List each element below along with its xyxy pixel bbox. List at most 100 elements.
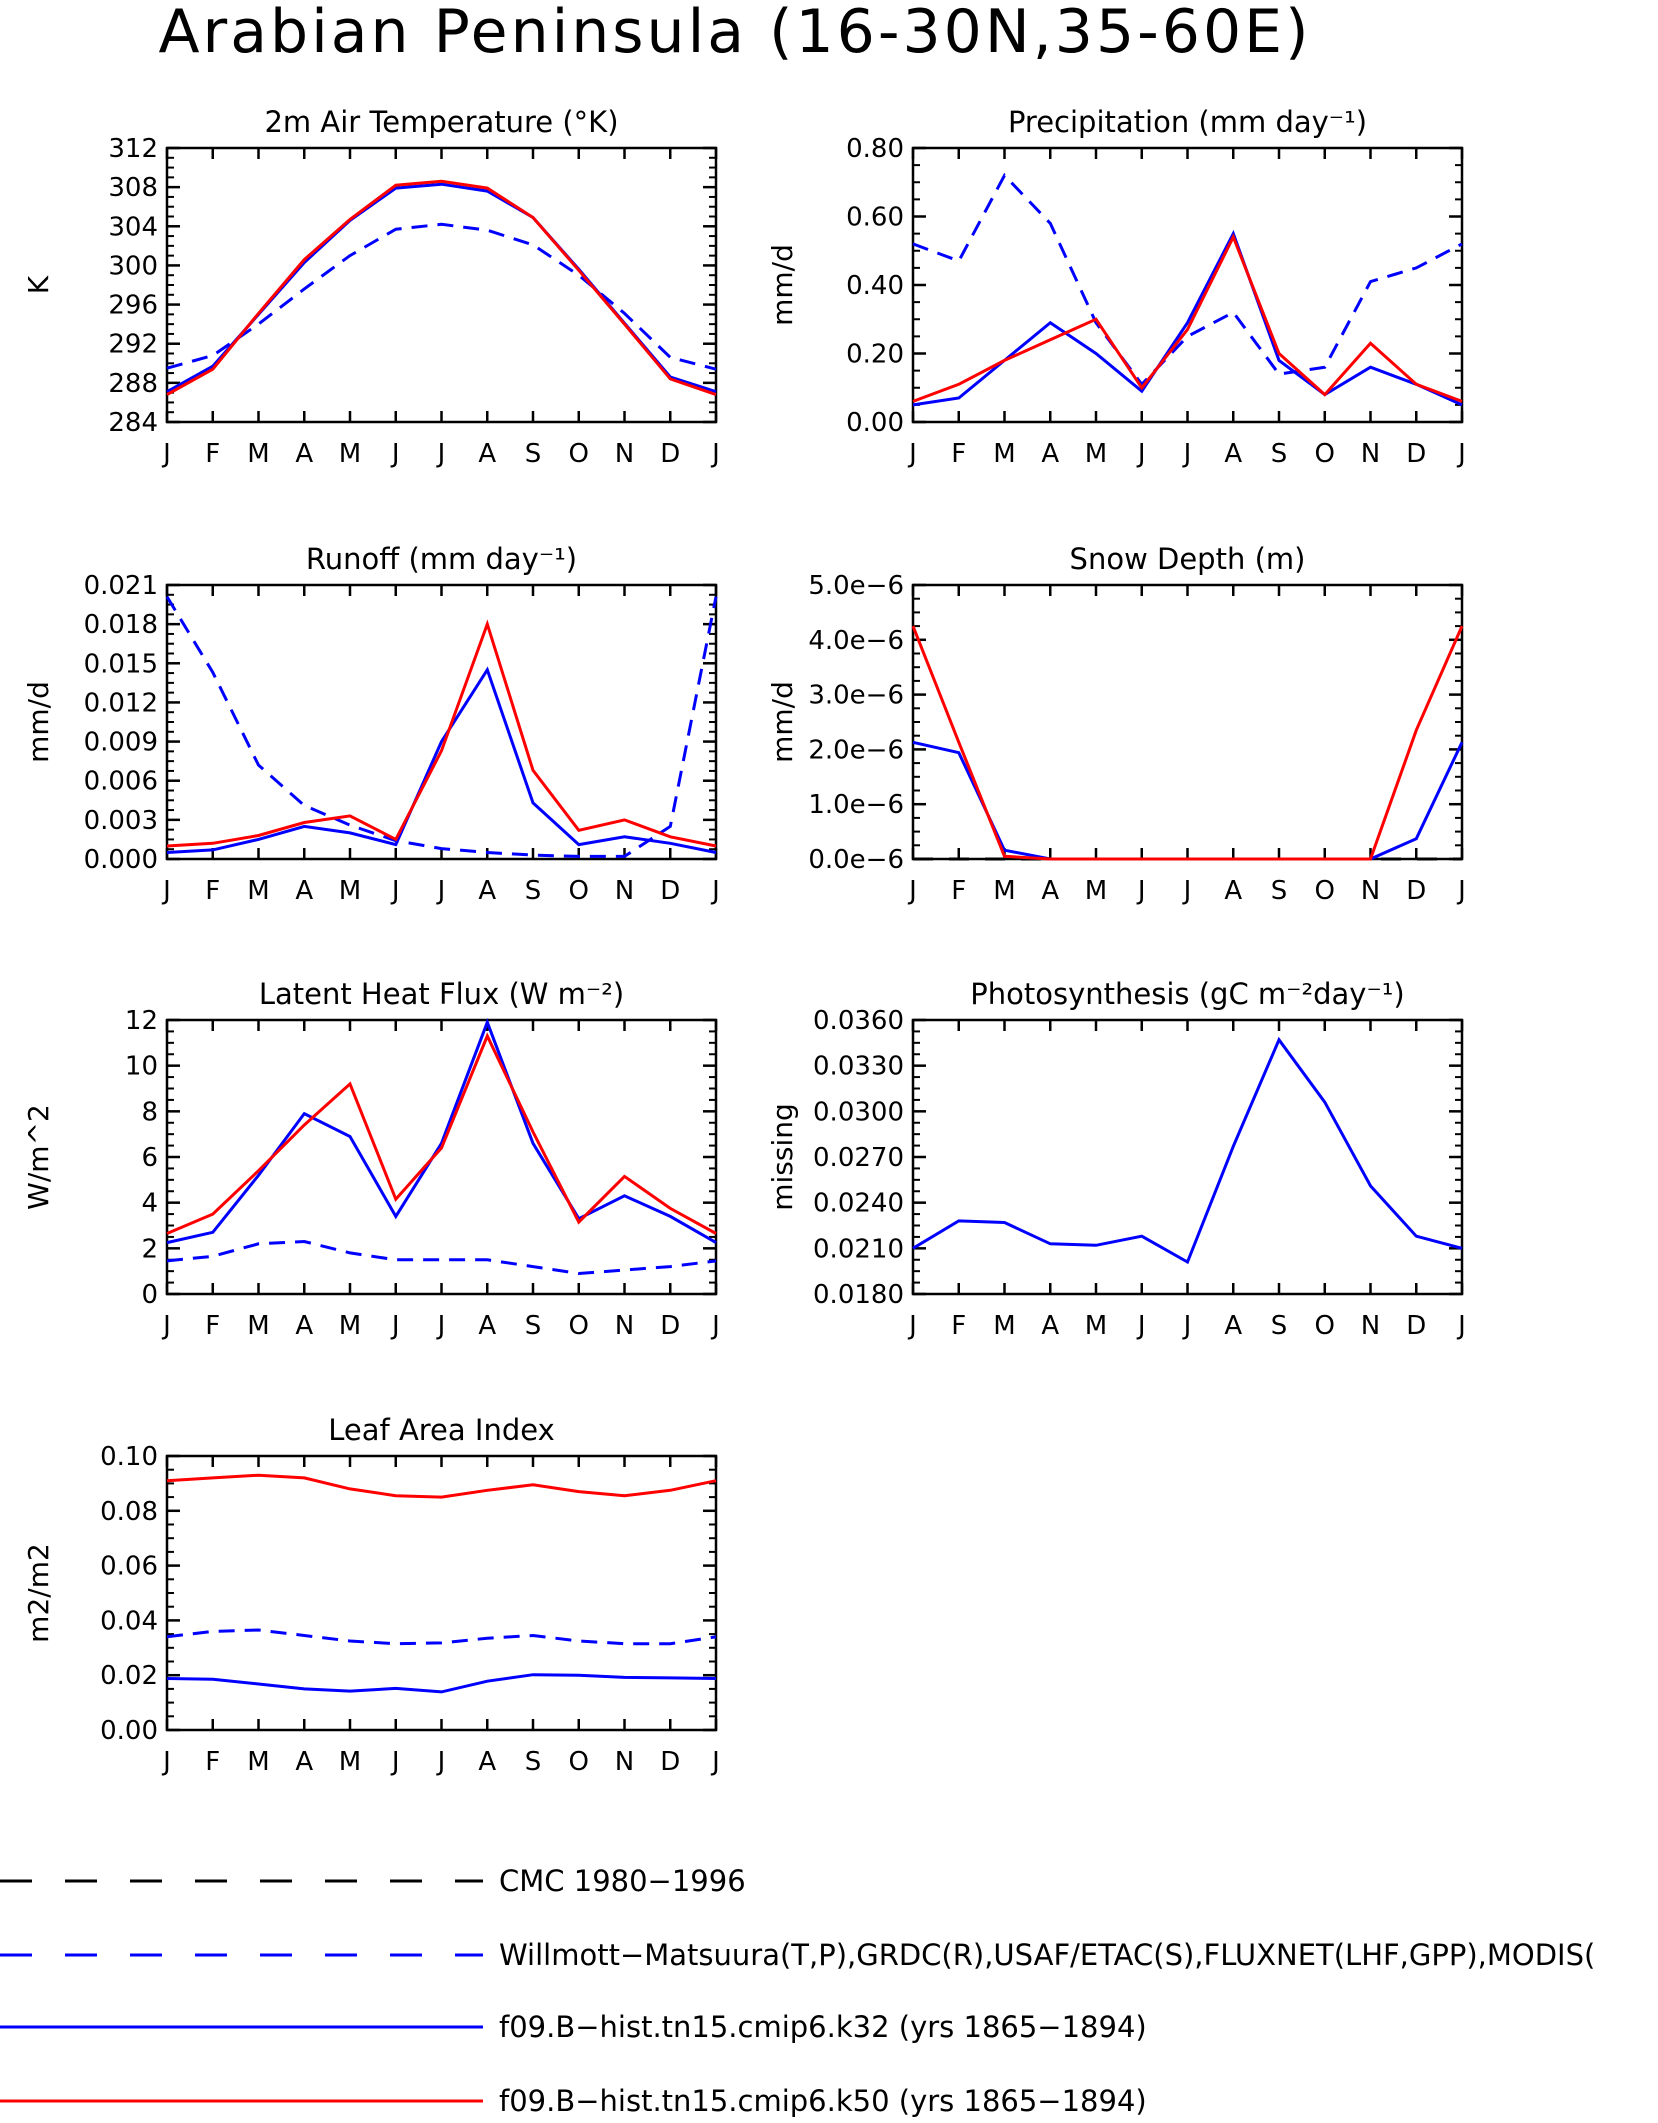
x-tick-label: J	[390, 439, 400, 469]
y-axis-label: missing	[766, 1103, 799, 1211]
plot-frame	[165, 583, 718, 861]
x-tick-label: J	[1456, 439, 1466, 469]
x-tick-label: J	[161, 1311, 171, 1341]
x-tick-label: J	[1182, 1311, 1192, 1341]
y-tick-label: 300	[108, 251, 158, 281]
x-tick-label: N	[615, 439, 634, 469]
y-tick-label: 6	[141, 1143, 158, 1173]
y-tick-label: 288	[108, 369, 158, 399]
x-tick-label: S	[525, 1747, 542, 1777]
series-line-blue-dashed	[165, 595, 718, 858]
panel-title: Precipitation (mm day⁻¹)	[1008, 105, 1367, 139]
x-tick-label: J	[1136, 1311, 1146, 1341]
panel-title: Leaf Area Index	[328, 1413, 554, 1447]
y-axis-label: m2/m2	[22, 1543, 55, 1643]
x-tick-label: J	[710, 439, 720, 469]
x-tick-label: A	[478, 1311, 496, 1341]
y-tick-label: 0.00	[100, 1716, 158, 1746]
x-tick-label: J	[710, 876, 720, 906]
series-line-red-solid	[166, 1032, 717, 1235]
series-line-red-solid	[166, 1473, 717, 1499]
x-tick-label: F	[205, 439, 220, 469]
y-tick-label: 2.0e−6	[808, 735, 904, 765]
y-axis-label: mm/d	[22, 681, 55, 763]
series-line-red-solid	[166, 179, 717, 397]
x-tick-label: O	[569, 439, 589, 469]
plot-frame	[165, 1018, 718, 1296]
x-tick-label: O	[1315, 439, 1335, 469]
y-tick-label: 0.000	[84, 845, 158, 875]
y-tick-label: 0.015	[84, 649, 158, 679]
x-tick-label: N	[1361, 1311, 1380, 1341]
x-tick-label: M	[247, 1311, 269, 1341]
x-tick-label: M	[339, 439, 361, 469]
x-tick-label: N	[615, 876, 634, 906]
series-line-blue-solid	[166, 1018, 717, 1245]
series-line-blue-solid	[166, 666, 717, 854]
y-tick-label: 0.006	[84, 767, 158, 797]
y-tick-label: 0.0240	[813, 1189, 904, 1219]
series-line-blue-dashed	[166, 1628, 717, 1646]
panel-title: Photosynthesis (gC m⁻²day⁻¹)	[970, 977, 1404, 1011]
x-tick-label: J	[161, 1747, 171, 1777]
panel-title: Latent Heat Flux (W m⁻²)	[259, 977, 624, 1011]
series-line-red-solid	[166, 619, 717, 848]
x-tick-label: O	[1315, 1311, 1335, 1341]
x-tick-label: A	[1041, 876, 1059, 906]
series-line-blue-solid	[912, 229, 1463, 407]
y-tick-label: 0.04	[100, 1606, 158, 1636]
x-tick-label: J	[1456, 1311, 1466, 1341]
series-line-red-solid	[911, 625, 1464, 861]
panel-title: Snow Depth (m)	[1070, 542, 1306, 576]
x-tick-label: M	[993, 876, 1015, 906]
legend-label: Willmott−Matsuura(T,P),GRDC(R),USAF/ETAC…	[499, 1938, 1595, 1972]
series-line-blue-dashed	[166, 1239, 717, 1276]
x-tick-label: J	[436, 1747, 446, 1777]
x-tick-label: S	[1271, 876, 1288, 906]
y-tick-label: 284	[108, 408, 158, 438]
y-tick-label: 0.60	[846, 203, 904, 233]
chart-panel: J F M A M J J A S O N D J0.01800.02100.02400.02700.0…	[766, 977, 1466, 1341]
y-tick-label: 0.0300	[813, 1097, 904, 1127]
y-tick-label: 292	[108, 330, 158, 360]
x-tick-label: J	[161, 876, 171, 906]
y-tick-label: 0.08	[100, 1497, 158, 1527]
y-axis-label: mm/d	[766, 244, 799, 326]
y-tick-label: 0.20	[846, 340, 904, 370]
y-tick-label: 0.06	[100, 1552, 158, 1582]
x-tick-label: S	[525, 439, 542, 469]
x-tick-label: J	[907, 1311, 917, 1341]
x-tick-label: J	[1182, 876, 1192, 906]
y-tick-label: 0.10	[100, 1442, 158, 1472]
chart-panel: J F M A M J J A S O N D J0.000.020.040.060.080.10Lea…	[22, 1413, 720, 1777]
x-tick-label: N	[1361, 439, 1380, 469]
x-tick-label: D	[660, 1747, 680, 1777]
y-axis-label: K	[22, 275, 55, 294]
series-line-blue-dashed	[166, 222, 717, 371]
y-tick-label: 304	[108, 212, 158, 242]
x-tick-label: F	[951, 1311, 966, 1341]
plot-frame	[911, 1018, 1464, 1296]
y-tick-label: 12	[125, 1006, 158, 1036]
y-tick-label: 0.40	[846, 271, 904, 301]
x-tick-label: J	[161, 439, 171, 469]
x-tick-label: J	[710, 1311, 720, 1341]
y-tick-label: 2	[141, 1234, 158, 1264]
series-line-blue-solid	[912, 740, 1464, 861]
x-tick-label: O	[569, 1311, 589, 1341]
x-tick-label: S	[1271, 439, 1288, 469]
x-tick-label: D	[1406, 439, 1426, 469]
x-tick-label: M	[247, 876, 269, 906]
x-tick-label: J	[390, 1311, 400, 1341]
y-tick-label: 5.0e−6	[808, 571, 904, 601]
y-tick-label: 0.02	[100, 1661, 158, 1691]
x-tick-label: J	[1136, 439, 1146, 469]
y-tick-label: 0	[141, 1280, 158, 1310]
y-tick-label: 0.021	[84, 571, 158, 601]
x-tick-label: A	[1041, 439, 1059, 469]
x-tick-label: D	[1406, 1311, 1426, 1341]
x-tick-label: N	[615, 1747, 634, 1777]
y-tick-label: 0.00	[846, 408, 904, 438]
